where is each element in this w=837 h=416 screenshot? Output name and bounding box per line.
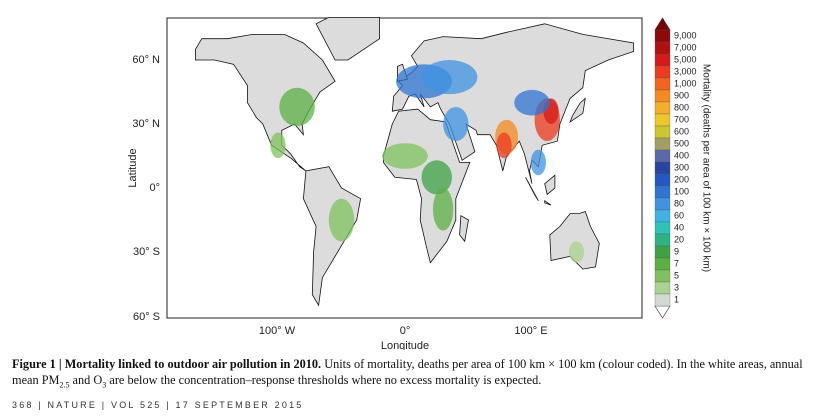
x-axis-label: Longitude xyxy=(381,340,429,350)
colorbar-tick-label: 9 xyxy=(674,246,679,256)
mortality-patch xyxy=(279,87,315,127)
x-tick-label: 0° xyxy=(400,325,411,337)
colorbar-tick-label: 400 xyxy=(674,150,689,160)
colorbar-tick-label: 7,000 xyxy=(674,42,697,52)
colorbar-segment xyxy=(654,65,671,79)
colorbar-segment xyxy=(654,41,671,55)
colorbar-tick-label: 20 xyxy=(674,234,684,244)
colorbar-segment xyxy=(654,77,671,91)
caption-subscript: 2.5 xyxy=(59,380,70,390)
landmass xyxy=(315,16,381,61)
caption-title: Figure 1 | Mortality linked to outdoor a… xyxy=(12,357,322,371)
colorbar-tick-label: 9,000 xyxy=(674,30,697,40)
figure: 60° N 30° N 0° 30° S 60° S 100° W 0° 100… xyxy=(127,16,711,350)
colorbar-tick-label: 5,000 xyxy=(674,54,697,64)
mortality-patch xyxy=(421,60,478,95)
colorbar-tick-label: 80 xyxy=(674,198,684,208)
colorbar-tick-label: 500 xyxy=(674,138,689,148)
colorbar-tick-label: 3,000 xyxy=(674,66,697,76)
colorbar-bottom-arrow xyxy=(654,305,671,319)
colorbar-tick-label: 900 xyxy=(674,90,689,100)
colorbar-tick-label: 40 xyxy=(674,222,684,232)
mortality-patch xyxy=(514,89,550,116)
y-tick-label: 30° N xyxy=(132,118,160,130)
y-tick-label: 60° S xyxy=(133,311,160,323)
page-footer: 368 | NATURE | VOL 525 | 17 SEPTEMBER 20… xyxy=(12,400,304,410)
colorbar-segment xyxy=(654,149,671,163)
colorbar-segment xyxy=(654,89,671,103)
colorbar-tick-label: 200 xyxy=(674,174,689,184)
colorbar-segment xyxy=(654,125,671,139)
colorbar-tick-label: 1,000 xyxy=(674,78,697,88)
mortality-patch xyxy=(382,143,428,169)
mortality-patches xyxy=(270,60,585,263)
mortality-patch xyxy=(328,198,355,242)
y-tick-label: 0° xyxy=(149,182,160,194)
colorbar-segment xyxy=(654,197,671,211)
colorbar-tick-label: 700 xyxy=(674,114,689,124)
colorbar-segment xyxy=(654,257,671,271)
colorbar-tick-label: 7 xyxy=(674,258,679,268)
landmass xyxy=(549,210,600,270)
x-tick-label: 100° E xyxy=(514,325,547,337)
colorbar-top-arrow xyxy=(654,17,671,31)
landmass xyxy=(544,200,552,206)
landmass xyxy=(459,215,469,243)
colorbar-segment xyxy=(654,293,671,307)
colorbar-segment xyxy=(654,269,671,283)
caption-text: are below the concentration–response thr… xyxy=(106,373,542,387)
y-tick-label: 30° S xyxy=(133,246,160,258)
colorbar-segment xyxy=(654,221,671,235)
colorbar-tick-label: 800 xyxy=(674,102,689,112)
colorbar-tick-label: 100 xyxy=(674,186,689,196)
colorbar-segment xyxy=(654,161,671,175)
landmass xyxy=(525,177,539,202)
mortality-patch xyxy=(421,160,452,195)
mortality-patch xyxy=(432,188,454,231)
colorbar-segment xyxy=(654,137,671,151)
mortality-patch xyxy=(530,149,546,176)
colorbar-segment xyxy=(654,101,671,115)
colorbar-segment xyxy=(654,29,671,43)
mortality-patch xyxy=(496,132,512,159)
colorbar-segment xyxy=(654,185,671,199)
y-tick-label: 60° N xyxy=(132,54,160,66)
mortality-patch xyxy=(568,241,585,263)
colorbar-tick-label: 3 xyxy=(674,282,679,292)
caption-text: Units of mortality, deaths per area of 1… xyxy=(12,357,803,387)
y-axis-label: Latitude xyxy=(127,148,139,187)
colorbar-segment xyxy=(654,209,671,223)
colorbar-tick-label: 5 xyxy=(674,270,679,280)
caption-text: and O xyxy=(69,373,103,387)
colorbar-segment xyxy=(654,113,671,127)
colorbar-tick-label: 1 xyxy=(674,294,679,304)
colorbar-segment xyxy=(654,233,671,247)
colorbar-label: Mortality (deaths per area of 100 km × 1… xyxy=(700,64,711,272)
colorbar-segment xyxy=(654,53,671,67)
colorbar-segment xyxy=(654,245,671,259)
colorbar-tick-label: 60 xyxy=(674,210,684,220)
colorbar-segment xyxy=(654,173,671,187)
caption-subscript: 3 xyxy=(102,380,107,390)
colorbar-tick-label: 600 xyxy=(674,126,689,136)
landmass xyxy=(544,174,556,196)
colorbar-tick-label: 300 xyxy=(674,162,689,172)
x-tick-label: 100° W xyxy=(259,325,296,337)
mortality-patch xyxy=(270,132,286,159)
colorbar-segment xyxy=(654,281,671,295)
caption: Figure 1 | Mortality linked to outdoor a… xyxy=(12,356,827,390)
mortality-patch xyxy=(443,106,469,142)
colorbar: 9,000 7,000 5,000 3,000 1,000 900 800 700 600 500… xyxy=(654,29,697,307)
landmass xyxy=(569,97,586,123)
